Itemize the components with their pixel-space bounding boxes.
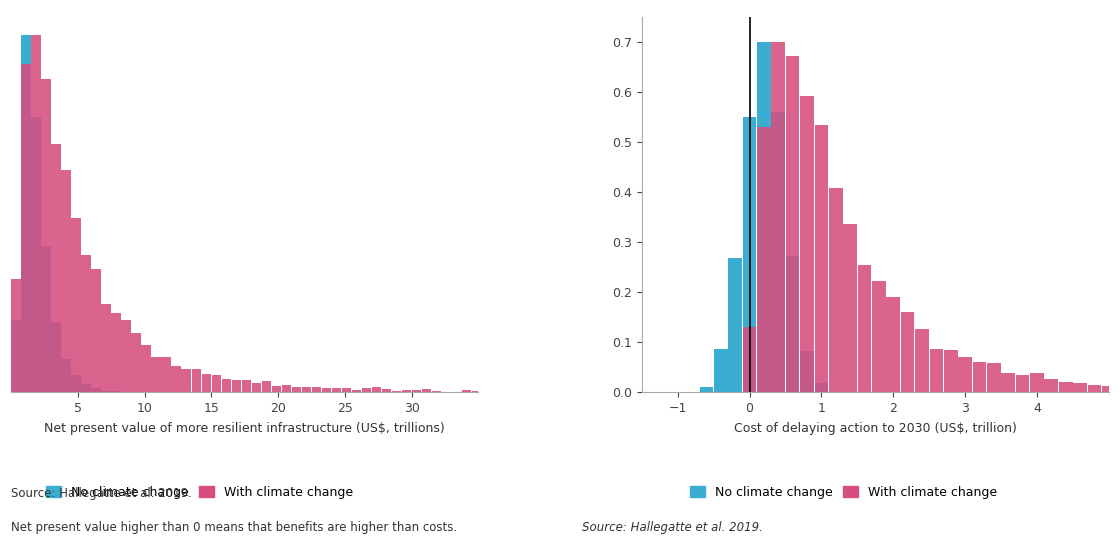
Bar xyxy=(72,375,81,392)
Bar xyxy=(92,388,101,392)
X-axis label: Cost of delaying action to 2030 (US$, trillion): Cost of delaying action to 2030 (US$, tr… xyxy=(734,422,1017,435)
Bar xyxy=(382,389,391,392)
Bar xyxy=(700,387,713,392)
Bar xyxy=(900,312,914,392)
Bar xyxy=(102,304,111,392)
Bar xyxy=(171,366,181,392)
Bar xyxy=(212,375,222,392)
Text: Source: Hallegatte et al. 2019.: Source: Hallegatte et al. 2019. xyxy=(11,487,192,500)
Bar xyxy=(222,379,231,392)
Bar xyxy=(111,391,121,392)
Bar xyxy=(352,390,362,392)
Bar xyxy=(252,382,261,392)
Bar xyxy=(1088,385,1101,392)
Bar xyxy=(412,390,421,392)
Text: Net present value higher than 0 means that benefits are higher than costs.: Net present value higher than 0 means th… xyxy=(11,521,457,534)
Bar xyxy=(1030,373,1044,392)
Bar xyxy=(21,35,31,392)
Bar xyxy=(814,125,828,392)
Bar xyxy=(332,388,342,392)
Bar xyxy=(271,386,281,392)
Bar xyxy=(301,386,311,392)
Bar xyxy=(431,391,441,392)
Bar xyxy=(52,322,62,392)
Bar xyxy=(461,390,472,392)
Bar xyxy=(814,383,828,392)
Bar xyxy=(11,320,21,392)
Bar xyxy=(161,357,171,392)
Legend: No climate change, With climate change: No climate change, With climate change xyxy=(685,481,1002,504)
Bar xyxy=(843,223,857,392)
Bar xyxy=(800,352,814,392)
X-axis label: Net present value of more resilient infrastructure (US$, trillions): Net present value of more resilient infr… xyxy=(45,422,445,435)
Bar xyxy=(52,144,62,392)
Bar xyxy=(232,380,241,392)
Bar xyxy=(21,64,31,392)
Bar xyxy=(915,329,928,392)
Bar xyxy=(372,388,382,392)
Bar xyxy=(743,327,756,392)
Bar xyxy=(111,313,121,392)
Bar xyxy=(786,256,800,392)
Bar xyxy=(1001,373,1015,392)
Bar xyxy=(959,357,972,392)
Bar xyxy=(944,351,958,392)
Bar xyxy=(321,388,332,392)
Bar xyxy=(1073,382,1086,392)
Bar xyxy=(41,246,52,392)
Bar xyxy=(92,269,101,392)
Bar xyxy=(242,380,251,392)
Bar xyxy=(31,117,41,392)
Bar xyxy=(311,388,321,392)
Bar xyxy=(402,390,411,392)
Bar xyxy=(872,282,886,392)
Bar xyxy=(757,127,771,392)
Bar xyxy=(11,279,21,392)
Bar xyxy=(41,79,52,392)
Text: Source: Hallegatte et al. 2019.: Source: Hallegatte et al. 2019. xyxy=(582,521,763,534)
Bar xyxy=(131,333,141,392)
Bar xyxy=(202,374,212,392)
Bar xyxy=(291,388,301,392)
Bar xyxy=(472,391,482,392)
Bar xyxy=(713,349,728,392)
Bar xyxy=(422,389,431,392)
Bar xyxy=(930,349,943,392)
Bar xyxy=(800,96,814,392)
Bar xyxy=(987,363,1000,392)
Bar xyxy=(82,255,91,392)
Bar xyxy=(72,217,81,392)
Bar xyxy=(281,385,291,392)
Bar xyxy=(786,55,800,392)
Bar xyxy=(829,188,842,392)
Legend: No climate change, With climate change: No climate change, With climate change xyxy=(40,481,357,504)
Bar xyxy=(1016,375,1029,392)
Bar xyxy=(772,42,785,392)
Bar xyxy=(192,369,202,392)
Bar xyxy=(62,170,71,392)
Bar xyxy=(62,359,71,392)
Bar xyxy=(181,369,192,392)
Bar xyxy=(31,35,41,392)
Bar xyxy=(141,345,151,392)
Bar xyxy=(858,265,871,392)
Bar xyxy=(151,357,161,392)
Bar xyxy=(392,391,401,392)
Bar xyxy=(262,381,271,392)
Bar xyxy=(886,297,900,392)
Bar xyxy=(362,388,372,392)
Bar xyxy=(728,258,741,392)
Bar xyxy=(82,384,91,392)
Bar xyxy=(1058,382,1073,392)
Bar xyxy=(743,117,756,392)
Bar xyxy=(102,390,111,392)
Bar xyxy=(121,320,131,392)
Bar xyxy=(772,112,785,392)
Bar xyxy=(1102,386,1116,392)
Bar xyxy=(342,388,352,392)
Bar xyxy=(757,42,771,392)
Bar xyxy=(972,362,987,392)
Bar xyxy=(1045,379,1058,392)
